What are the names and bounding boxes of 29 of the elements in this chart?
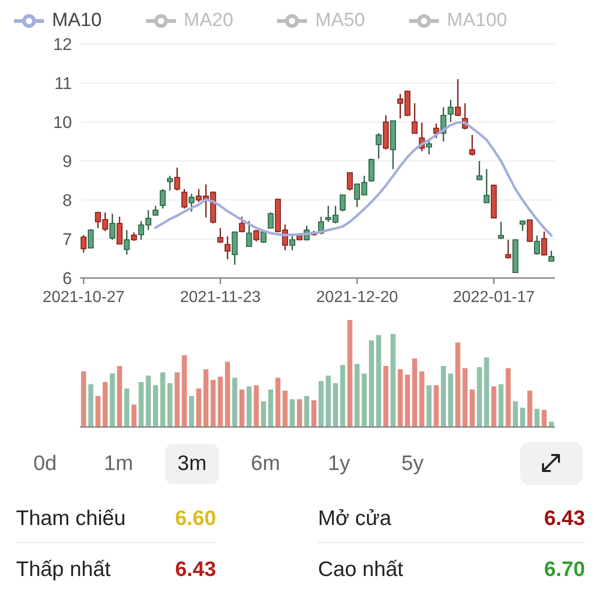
y-tick-label: 10 xyxy=(53,113,72,132)
legend-label: MA10 xyxy=(52,10,102,32)
data-label: 6.70 xyxy=(544,558,585,582)
text: 3m xyxy=(176,452,208,476)
text: 1m xyxy=(102,452,134,476)
y-tick-label: 7 xyxy=(62,230,72,250)
legend-label: MA50 xyxy=(315,10,365,32)
x-tick-label: 2021-12-20 xyxy=(316,289,398,306)
text: 0d xyxy=(32,452,58,476)
legend-label: MA100 xyxy=(446,10,508,32)
y-tick-label: 11 xyxy=(54,74,72,94)
x-tick-label: 2021-10-27 xyxy=(42,289,125,306)
text: 5y xyxy=(400,452,425,476)
y-tick-label: 12 xyxy=(53,35,72,54)
y-tick-label: 9 xyxy=(62,152,72,172)
legend-label: MA20 xyxy=(184,10,234,32)
category-label: Cao nhất xyxy=(318,558,404,582)
y-tick-label: 8 xyxy=(62,191,72,210)
text: 6m xyxy=(250,452,282,476)
data-label: 6.43 xyxy=(544,507,585,531)
x-tick-label: 2021-11-23 xyxy=(180,289,261,306)
data-label: 6.43 xyxy=(175,558,216,582)
x-tick-label: 2022-01-17 xyxy=(452,289,535,306)
category-label: Thấp nhất xyxy=(16,558,111,582)
category-label: Tham chiếu xyxy=(16,507,126,531)
y-tick-label: 6 xyxy=(62,269,72,288)
text: 1y xyxy=(326,452,352,476)
category-label: Mở cửa xyxy=(318,507,392,531)
data-label: 6.60 xyxy=(175,507,216,531)
